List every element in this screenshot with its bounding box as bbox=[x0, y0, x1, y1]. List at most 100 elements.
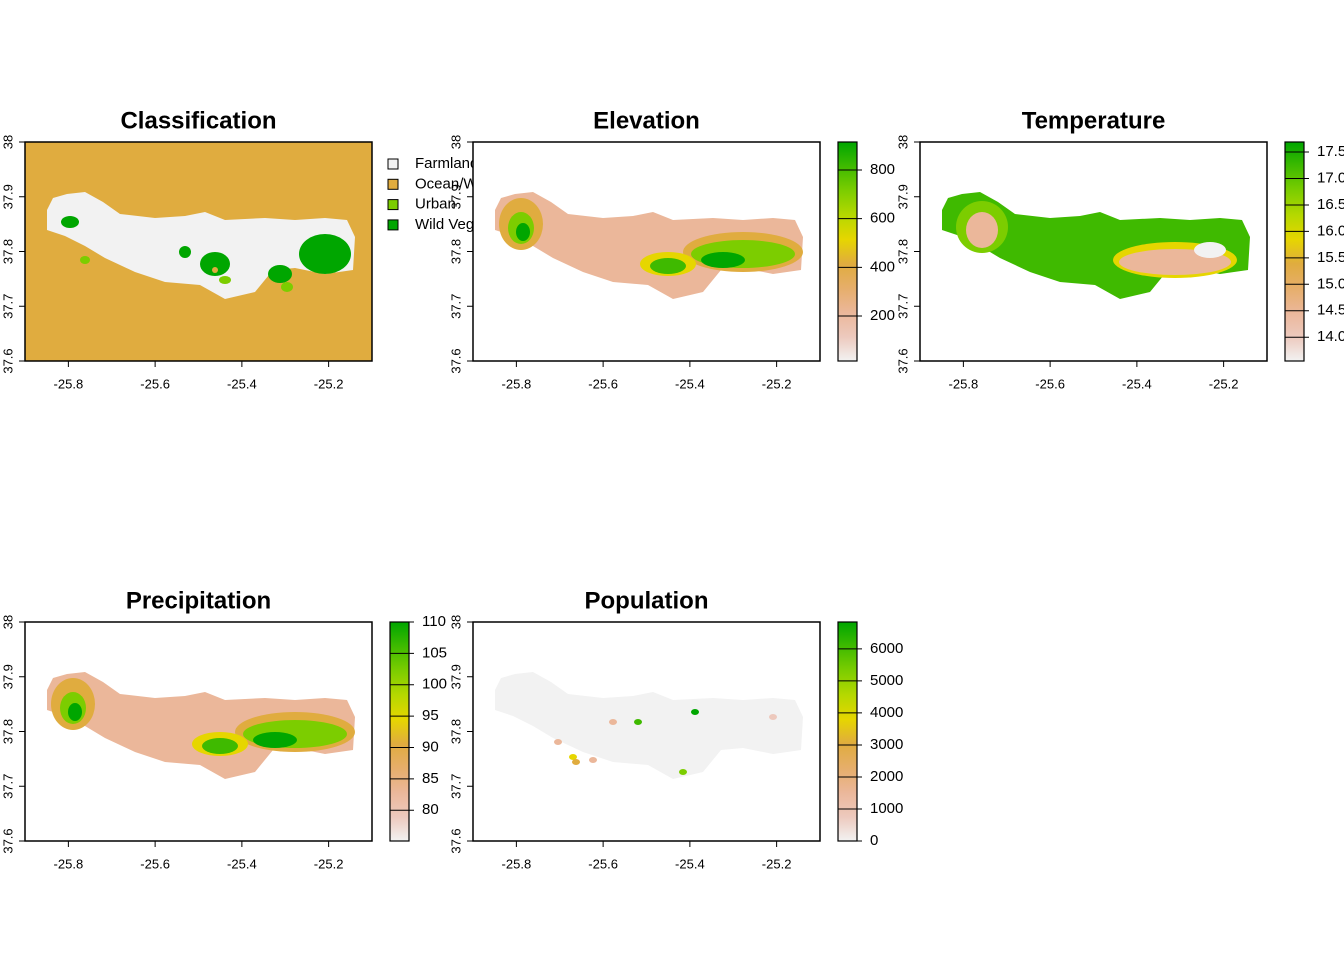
x-tick-label: -25.4 bbox=[1122, 376, 1152, 391]
colorbar-tick-label: 100 bbox=[422, 676, 447, 693]
y-tick-label: 37.9 bbox=[895, 184, 910, 209]
raster bbox=[47, 672, 355, 779]
raster-patch bbox=[200, 252, 230, 276]
x-tick-label: -25.8 bbox=[54, 856, 84, 871]
y-tick-label: 37.9 bbox=[448, 664, 463, 689]
colorbar-tick-label: 15.5 bbox=[1317, 249, 1344, 266]
panel-title: Elevation bbox=[593, 107, 700, 134]
x-tick-label: -25.8 bbox=[54, 376, 84, 391]
raster-patch bbox=[281, 282, 293, 292]
y-tick-label: 37.9 bbox=[0, 664, 15, 689]
y-tick-label: 37.6 bbox=[0, 828, 15, 853]
raster-patch bbox=[299, 234, 351, 274]
colorbar-tick-label: 2000 bbox=[870, 768, 903, 785]
y-tick-label: 37.7 bbox=[0, 294, 15, 319]
legend-swatch bbox=[387, 158, 399, 170]
colorbar-tick-label: 105 bbox=[422, 644, 447, 661]
x-tick-label: -25.2 bbox=[314, 856, 344, 871]
y-tick-label: 37.8 bbox=[0, 239, 15, 264]
raster-patch bbox=[572, 759, 580, 765]
x-tick-label: -25.2 bbox=[762, 376, 792, 391]
colorbar-tick-label: 95 bbox=[422, 707, 439, 724]
colorbar-tick-label: 17.0 bbox=[1317, 169, 1344, 186]
y-tick-label: 37.6 bbox=[448, 828, 463, 853]
raster bbox=[495, 672, 803, 779]
y-tick-label: 38 bbox=[895, 135, 910, 149]
map-panel: Classification -25.8 -25.6 -25.4 -25.2 37.6 37… bbox=[0, 107, 541, 391]
y-tick-label: 38 bbox=[0, 135, 15, 149]
raster bbox=[942, 192, 1250, 299]
raster-patch bbox=[219, 276, 231, 284]
y-tick-label: 38 bbox=[448, 615, 463, 629]
raster-patch bbox=[554, 739, 562, 745]
x-tick-label: -25.8 bbox=[502, 856, 532, 871]
x-tick-label: -25.4 bbox=[675, 376, 705, 391]
raster-patch bbox=[179, 246, 191, 258]
y-tick-label: 37.9 bbox=[0, 184, 15, 209]
map-panel: Population -25.8 -25.6 -25.4 -25.2 37.6 37.7 37… bbox=[448, 587, 903, 871]
raster bbox=[495, 192, 803, 299]
panel-title: Precipitation bbox=[126, 587, 271, 614]
x-tick-label: -25.6 bbox=[1035, 376, 1065, 391]
y-tick-label: 37.6 bbox=[0, 348, 15, 373]
raster-patch bbox=[202, 738, 238, 754]
colorbar-tick-label: 16.0 bbox=[1317, 222, 1344, 239]
y-tick-label: 37.7 bbox=[895, 294, 910, 319]
raster-patch bbox=[769, 714, 777, 720]
raster-patch bbox=[966, 212, 998, 248]
x-tick-label: -25.4 bbox=[227, 856, 257, 871]
y-tick-label: 37.7 bbox=[448, 774, 463, 799]
x-tick-label: -25.6 bbox=[588, 856, 618, 871]
raster-patch bbox=[80, 256, 90, 264]
legend-label: Wild Veget. bbox=[415, 216, 491, 233]
y-tick-label: 37.8 bbox=[448, 239, 463, 264]
colorbar-tick-label: 1000 bbox=[870, 800, 903, 817]
colorbar-tick-label: 15.0 bbox=[1317, 275, 1344, 292]
raster-patch bbox=[569, 754, 577, 760]
colorbar bbox=[837, 141, 858, 362]
raster-patch bbox=[650, 258, 686, 274]
map-panel: Elevation -25.8 -25.6 -25.4 -25.2 37.6 37.7 37.… bbox=[448, 107, 895, 391]
colorbar-tick-label: 0 bbox=[870, 832, 878, 849]
raster-patch bbox=[495, 672, 803, 779]
colorbar bbox=[837, 621, 858, 842]
y-tick-label: 37.6 bbox=[448, 348, 463, 373]
x-tick-label: -25.2 bbox=[762, 856, 792, 871]
raster-patch bbox=[47, 192, 355, 299]
x-tick-label: -25.4 bbox=[675, 856, 705, 871]
y-tick-label: 38 bbox=[0, 615, 15, 629]
raster-patch bbox=[634, 719, 642, 725]
colorbar-tick-label: 3000 bbox=[870, 736, 903, 753]
panel-title: Population bbox=[585, 587, 709, 614]
colorbar-tick-label: 4000 bbox=[870, 704, 903, 721]
raster-patch bbox=[589, 757, 597, 763]
raster-patch bbox=[495, 192, 803, 299]
x-tick-label: -25.6 bbox=[140, 376, 170, 391]
y-tick-label: 37.7 bbox=[0, 774, 15, 799]
raster-patch bbox=[1194, 242, 1226, 258]
colorbar-tick-label: 14.5 bbox=[1317, 302, 1344, 319]
x-tick-label: -25.6 bbox=[588, 376, 618, 391]
colorbar-tick-label: 80 bbox=[422, 801, 439, 818]
colorbar-tick-label: 5000 bbox=[870, 672, 903, 689]
x-tick-label: -25.8 bbox=[949, 376, 979, 391]
raster-patch bbox=[68, 703, 82, 721]
raster-patch bbox=[609, 719, 617, 725]
legend-label: Urban bbox=[415, 196, 456, 213]
raster-patch bbox=[691, 709, 699, 715]
y-tick-label: 37.8 bbox=[895, 239, 910, 264]
map-panel: Temperature -25.8 -25.6 -25.4 -25.2 37.6 37.7 3… bbox=[895, 107, 1344, 391]
colorbar-tick-label: 6000 bbox=[870, 640, 903, 657]
raster-patch bbox=[268, 265, 292, 283]
map-panel: Precipitation -25.8 -25.6 -25.4 -25.2 37.6 37.… bbox=[0, 587, 447, 871]
legend-swatch bbox=[387, 199, 399, 211]
raster-patch bbox=[942, 192, 1250, 299]
colorbar-tick-label: 400 bbox=[870, 258, 895, 275]
x-tick-label: -25.4 bbox=[227, 376, 257, 391]
colorbar-tick-label: 110 bbox=[422, 613, 446, 630]
legend-swatch bbox=[387, 178, 399, 190]
raster-patch bbox=[212, 267, 218, 273]
raster-patch bbox=[47, 672, 355, 779]
raster bbox=[47, 192, 355, 299]
